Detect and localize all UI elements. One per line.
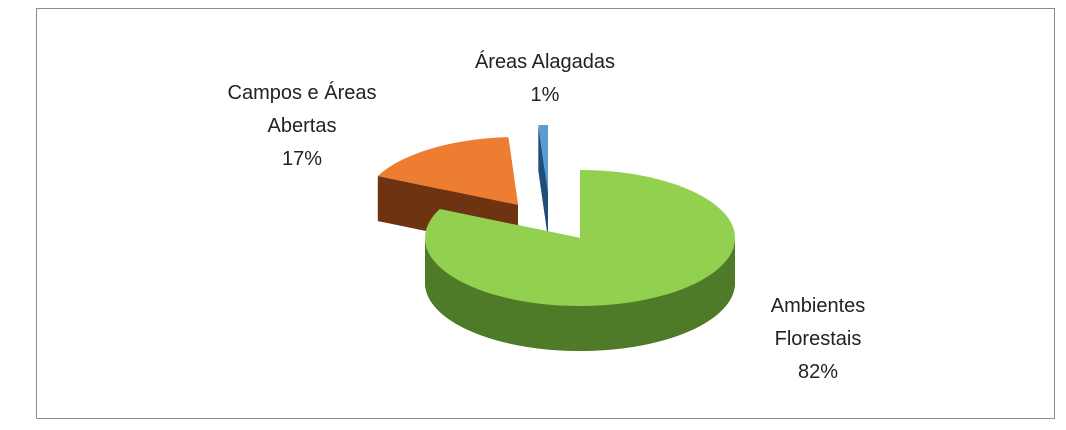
- slice: [377, 137, 518, 205]
- slice-label: Ambientes Florestais: [770, 295, 866, 350]
- slice-label: Campos e Áreas Abertas: [227, 82, 377, 137]
- slice-value-label: 82%: [797, 361, 839, 383]
- slice: [424, 170, 735, 306]
- slice-value-label: 1%: [530, 84, 560, 106]
- slice-label: Áreas Alagadas: [474, 51, 616, 73]
- chart-frame: [36, 8, 1055, 419]
- slice: [538, 124, 548, 193]
- slice-value-label: 17%: [281, 148, 323, 170]
- slice-rim: [425, 238, 735, 351]
- slice-wall: [538, 125, 548, 238]
